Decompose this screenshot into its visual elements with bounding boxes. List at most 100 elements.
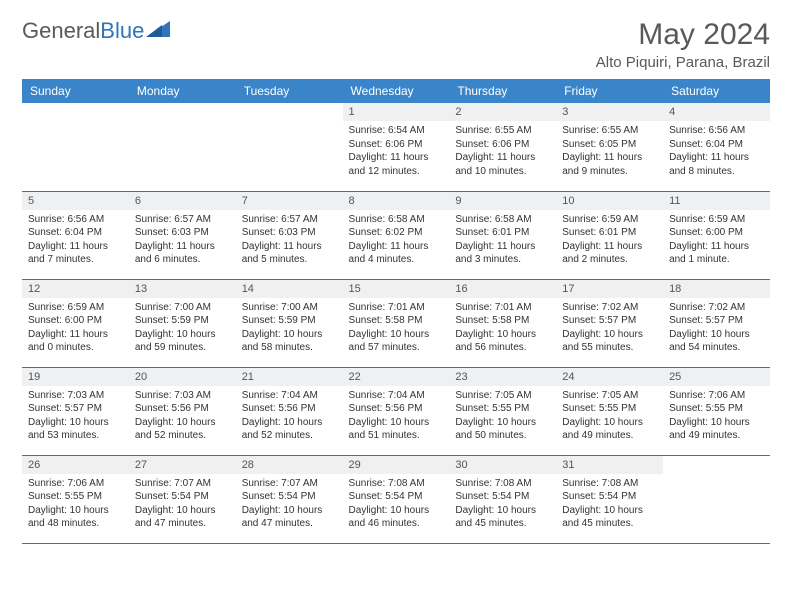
day-number: 16 (449, 280, 556, 298)
calendar-day-cell: 19Sunrise: 7:03 AMSunset: 5:57 PMDayligh… (22, 367, 129, 455)
day-number (129, 103, 236, 121)
calendar-day-cell: 14Sunrise: 7:00 AMSunset: 5:59 PMDayligh… (236, 279, 343, 367)
calendar-day-cell: 31Sunrise: 7:08 AMSunset: 5:54 PMDayligh… (556, 455, 663, 543)
calendar-day-cell: 16Sunrise: 7:01 AMSunset: 5:58 PMDayligh… (449, 279, 556, 367)
weekday-header: Thursday (449, 79, 556, 103)
day-number: 28 (236, 456, 343, 474)
day-number: 24 (556, 368, 663, 386)
day-details: Sunrise: 7:00 AMSunset: 5:59 PMDaylight:… (129, 298, 236, 361)
location-text: Alto Piquiri, Parana, Brazil (596, 54, 770, 71)
calendar-day-cell: 29Sunrise: 7:08 AMSunset: 5:54 PMDayligh… (343, 455, 450, 543)
day-number (236, 103, 343, 121)
day-details: Sunrise: 6:56 AMSunset: 6:04 PMDaylight:… (663, 121, 770, 184)
day-number: 2 (449, 103, 556, 121)
day-number: 5 (22, 192, 129, 210)
calendar-day-cell (22, 103, 129, 191)
calendar-day-cell: 30Sunrise: 7:08 AMSunset: 5:54 PMDayligh… (449, 455, 556, 543)
calendar-day-cell: 12Sunrise: 6:59 AMSunset: 6:00 PMDayligh… (22, 279, 129, 367)
day-details: Sunrise: 6:59 AMSunset: 6:01 PMDaylight:… (556, 210, 663, 273)
day-number: 30 (449, 456, 556, 474)
day-details: Sunrise: 7:05 AMSunset: 5:55 PMDaylight:… (556, 386, 663, 449)
day-details: Sunrise: 6:55 AMSunset: 6:06 PMDaylight:… (449, 121, 556, 184)
day-details: Sunrise: 6:58 AMSunset: 6:02 PMDaylight:… (343, 210, 450, 273)
day-number: 19 (22, 368, 129, 386)
weekday-header: Saturday (663, 79, 770, 103)
day-number (663, 456, 770, 474)
calendar-week-row: 1Sunrise: 6:54 AMSunset: 6:06 PMDaylight… (22, 103, 770, 191)
logo-triangle-icon (146, 19, 172, 44)
day-details: Sunrise: 6:59 AMSunset: 6:00 PMDaylight:… (22, 298, 129, 361)
logo-part2: Blue (100, 18, 144, 43)
day-number: 20 (129, 368, 236, 386)
day-number: 13 (129, 280, 236, 298)
day-number: 22 (343, 368, 450, 386)
day-details: Sunrise: 6:58 AMSunset: 6:01 PMDaylight:… (449, 210, 556, 273)
day-number: 23 (449, 368, 556, 386)
calendar-day-cell: 21Sunrise: 7:04 AMSunset: 5:56 PMDayligh… (236, 367, 343, 455)
day-number: 21 (236, 368, 343, 386)
weekday-header: Monday (129, 79, 236, 103)
calendar-day-cell: 13Sunrise: 7:00 AMSunset: 5:59 PMDayligh… (129, 279, 236, 367)
weekday-header-row: SundayMondayTuesdayWednesdayThursdayFrid… (22, 79, 770, 103)
weekday-header: Friday (556, 79, 663, 103)
day-number: 27 (129, 456, 236, 474)
calendar-day-cell: 6Sunrise: 6:57 AMSunset: 6:03 PMDaylight… (129, 191, 236, 279)
logo: GeneralBlue (22, 18, 172, 44)
day-details: Sunrise: 7:02 AMSunset: 5:57 PMDaylight:… (663, 298, 770, 361)
day-number: 12 (22, 280, 129, 298)
calendar-day-cell: 23Sunrise: 7:05 AMSunset: 5:55 PMDayligh… (449, 367, 556, 455)
day-details: Sunrise: 6:59 AMSunset: 6:00 PMDaylight:… (663, 210, 770, 273)
day-details: Sunrise: 7:01 AMSunset: 5:58 PMDaylight:… (449, 298, 556, 361)
day-number: 3 (556, 103, 663, 121)
day-details: Sunrise: 7:05 AMSunset: 5:55 PMDaylight:… (449, 386, 556, 449)
calendar-day-cell: 5Sunrise: 6:56 AMSunset: 6:04 PMDaylight… (22, 191, 129, 279)
day-details: Sunrise: 6:56 AMSunset: 6:04 PMDaylight:… (22, 210, 129, 273)
calendar-day-cell: 20Sunrise: 7:03 AMSunset: 5:56 PMDayligh… (129, 367, 236, 455)
calendar-day-cell: 10Sunrise: 6:59 AMSunset: 6:01 PMDayligh… (556, 191, 663, 279)
weekday-header: Sunday (22, 79, 129, 103)
day-details: Sunrise: 7:06 AMSunset: 5:55 PMDaylight:… (22, 474, 129, 537)
day-details: Sunrise: 7:04 AMSunset: 5:56 PMDaylight:… (343, 386, 450, 449)
day-details: Sunrise: 7:06 AMSunset: 5:55 PMDaylight:… (663, 386, 770, 449)
calendar-body: 1Sunrise: 6:54 AMSunset: 6:06 PMDaylight… (22, 103, 770, 543)
day-details: Sunrise: 6:57 AMSunset: 6:03 PMDaylight:… (129, 210, 236, 273)
day-number: 14 (236, 280, 343, 298)
calendar-day-cell: 15Sunrise: 7:01 AMSunset: 5:58 PMDayligh… (343, 279, 450, 367)
month-title: May 2024 (596, 18, 770, 52)
title-block: May 2024 Alto Piquiri, Parana, Brazil (596, 18, 770, 71)
day-number: 9 (449, 192, 556, 210)
calendar-day-cell: 28Sunrise: 7:07 AMSunset: 5:54 PMDayligh… (236, 455, 343, 543)
day-number: 29 (343, 456, 450, 474)
day-number (22, 103, 129, 121)
day-number: 31 (556, 456, 663, 474)
day-number: 4 (663, 103, 770, 121)
day-number: 10 (556, 192, 663, 210)
calendar-day-cell: 7Sunrise: 6:57 AMSunset: 6:03 PMDaylight… (236, 191, 343, 279)
day-number: 6 (129, 192, 236, 210)
calendar-day-cell: 1Sunrise: 6:54 AMSunset: 6:06 PMDaylight… (343, 103, 450, 191)
calendar-day-cell: 2Sunrise: 6:55 AMSunset: 6:06 PMDaylight… (449, 103, 556, 191)
day-number: 7 (236, 192, 343, 210)
calendar-day-cell: 25Sunrise: 7:06 AMSunset: 5:55 PMDayligh… (663, 367, 770, 455)
calendar-day-cell: 22Sunrise: 7:04 AMSunset: 5:56 PMDayligh… (343, 367, 450, 455)
day-details: Sunrise: 7:03 AMSunset: 5:56 PMDaylight:… (129, 386, 236, 449)
day-details: Sunrise: 7:03 AMSunset: 5:57 PMDaylight:… (22, 386, 129, 449)
day-number: 17 (556, 280, 663, 298)
day-details: Sunrise: 7:02 AMSunset: 5:57 PMDaylight:… (556, 298, 663, 361)
calendar-week-row: 19Sunrise: 7:03 AMSunset: 5:57 PMDayligh… (22, 367, 770, 455)
day-details: Sunrise: 7:08 AMSunset: 5:54 PMDaylight:… (343, 474, 450, 537)
day-details: Sunrise: 7:04 AMSunset: 5:56 PMDaylight:… (236, 386, 343, 449)
logo-part1: General (22, 18, 100, 43)
day-details: Sunrise: 6:57 AMSunset: 6:03 PMDaylight:… (236, 210, 343, 273)
day-number: 18 (663, 280, 770, 298)
weekday-header: Tuesday (236, 79, 343, 103)
calendar-week-row: 26Sunrise: 7:06 AMSunset: 5:55 PMDayligh… (22, 455, 770, 543)
calendar-day-cell: 11Sunrise: 6:59 AMSunset: 6:00 PMDayligh… (663, 191, 770, 279)
day-details: Sunrise: 7:01 AMSunset: 5:58 PMDaylight:… (343, 298, 450, 361)
calendar-day-cell (129, 103, 236, 191)
day-number: 1 (343, 103, 450, 121)
calendar-day-cell: 8Sunrise: 6:58 AMSunset: 6:02 PMDaylight… (343, 191, 450, 279)
calendar-day-cell: 24Sunrise: 7:05 AMSunset: 5:55 PMDayligh… (556, 367, 663, 455)
calendar-day-cell (236, 103, 343, 191)
day-details: Sunrise: 7:07 AMSunset: 5:54 PMDaylight:… (236, 474, 343, 537)
